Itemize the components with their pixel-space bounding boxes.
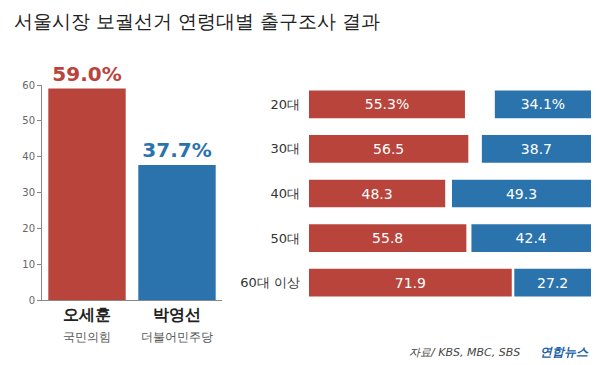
svg-text:49.3: 49.3 [506,186,537,202]
svg-text:27.2: 27.2 [537,275,568,291]
svg-text:50: 50 [22,115,35,126]
svg-text:오세훈국민의힘: 오세훈국민의힘 [63,305,111,344]
svg-text:59.0%: 59.0% [52,62,121,86]
svg-text:55.8: 55.8 [372,230,403,246]
svg-text:60: 60 [22,80,35,91]
svg-text:34.1%: 34.1% [521,96,565,112]
svg-text:50대: 50대 [270,231,300,246]
svg-text:서울시장 보궐선거 연령대별 출구조사 결과: 서울시장 보궐선거 연령대별 출구조사 결과 [14,10,380,32]
svg-text:20: 20 [22,223,35,234]
svg-text:40대: 40대 [270,186,300,201]
svg-text:20대: 20대 [270,97,300,112]
svg-text:0: 0 [29,295,35,306]
svg-text:30대: 30대 [270,141,300,156]
svg-text:60대 이상: 60대 이상 [240,275,300,290]
svg-text:71.9: 71.9 [395,275,426,291]
svg-text:37.7%: 37.7% [142,138,211,162]
svg-text:자료/ KBS, MBC, SBS: 자료/ KBS, MBC, SBS [409,346,520,359]
svg-text:56.5: 56.5 [373,141,404,157]
svg-text:48.3: 48.3 [362,186,393,202]
svg-text:박영선더불어민주당: 박영선더불어민주당 [141,305,213,344]
svg-text:연합뉴스: 연합뉴스 [540,345,589,359]
svg-text:55.3%: 55.3% [365,96,409,112]
svg-text:30: 30 [22,187,35,198]
svg-text:38.7: 38.7 [521,141,552,157]
svg-text:40: 40 [22,151,35,162]
svg-text:10: 10 [22,259,35,270]
svg-text:42.4: 42.4 [516,230,547,246]
